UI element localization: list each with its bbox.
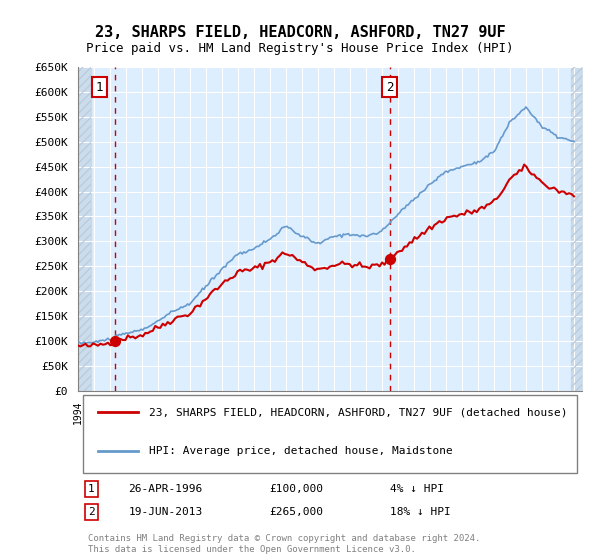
Point [110,337,120,346]
HPI: Average price, detached house, Maidstone: (2.02e+03, 5.01e+05): Average price, detached house, Maidstone… [571,138,578,144]
Text: £100,000: £100,000 [269,484,323,494]
23, SHARPS FIELD, HEADCORN, ASHFORD, TN27 9UF (detached house) [533,175,540,181]
HPI: Average price, detached house, Maidstone: (2.02e+03, 5.56e+05): Average price, detached house, Maidstone… [527,110,535,117]
Text: 1: 1 [88,484,95,494]
23, SHARPS FIELD, HEADCORN, ASHFORD, TN27 9UF (detached house) [74,342,82,349]
Text: 23, SHARPS FIELD, HEADCORN, ASHFORD, TN27 9UF: 23, SHARPS FIELD, HEADCORN, ASHFORD, TN2… [95,25,505,40]
Line: 23, SHARPS FIELD, HEADCORN, ASHFORD, TN27 9UF (detached house): 23, SHARPS FIELD, HEADCORN, ASHFORD, TN2… [78,165,574,347]
HPI: Average price, detached house, Maidstone: (2.02e+03, 4.95e+05): Average price, detached house, Maidstone… [494,141,501,148]
23, SHARPS FIELD, HEADCORN, ASHFORD, TN27 9UF (detached house) [209,288,216,295]
Line: HPI: Average price, detached house, Maidstone: HPI: Average price, detached house, Maid… [78,107,574,344]
23, SHARPS FIELD, HEADCORN, ASHFORD, TN27 9UF (detached house) [571,193,578,200]
Text: 18% ↓ HPI: 18% ↓ HPI [391,507,451,517]
Bar [571,67,582,391]
FancyBboxPatch shape [83,395,577,473]
23, SHARPS FIELD, HEADCORN, ASHFORD, TN27 9UF (detached house) [550,184,557,191]
Text: Contains HM Land Registry data © Crown copyright and database right 2024.
This d: Contains HM Land Registry data © Crown c… [88,534,481,554]
Text: £265,000: £265,000 [269,507,323,517]
23, SHARPS FIELD, HEADCORN, ASHFORD, TN27 9UF (detached house) [107,342,114,349]
HPI: Average price, detached house, Maidstone: (2.02e+03, 5.7e+05): Average price, detached house, Maidstone… [522,104,529,110]
23, SHARPS FIELD, HEADCORN, ASHFORD, TN27 9UF (detached house) [77,343,84,350]
HPI: Average price, detached house, Maidstone: (2.01e+03, 3.16e+05): Average price, detached house, Maidstone… [370,230,377,237]
Text: 19-JUN-2013: 19-JUN-2013 [128,507,203,517]
HPI: Average price, detached house, Maidstone: (2.01e+03, 3.26e+05): Average price, detached house, Maidstone… [380,225,387,232]
Text: 1: 1 [95,81,103,94]
Text: 23, SHARPS FIELD, HEADCORN, ASHFORD, TN27 9UF (detached house): 23, SHARPS FIELD, HEADCORN, ASHFORD, TN2… [149,407,567,417]
Text: 26-APR-1996: 26-APR-1996 [128,484,203,494]
23, SHARPS FIELD, HEADCORN, ASHFORD, TN27 9UF (detached house) [169,319,176,325]
HPI: Average price, detached house, Maidstone: (1.99e+03, 9.8e+04): Average price, detached house, Maidstone… [74,339,82,346]
HPI: Average price, detached house, Maidstone: (1.99e+03, 9.72e+04): Average price, detached house, Maidstone… [76,339,83,346]
Text: 4% ↓ HPI: 4% ↓ HPI [391,484,445,494]
HPI: Average price, detached house, Maidstone: (1.99e+03, 9.39e+04): Average price, detached house, Maidstone… [78,340,85,347]
Bar [78,67,91,391]
23, SHARPS FIELD, HEADCORN, ASHFORD, TN27 9UF (detached house) [521,161,528,168]
23, SHARPS FIELD, HEADCORN, ASHFORD, TN27 9UF (detached house) [97,340,104,347]
Text: 2: 2 [88,507,95,517]
Point [385,254,394,263]
HPI: Average price, detached house, Maidstone: (2.01e+03, 3.15e+05): Average price, detached house, Maidstone… [371,231,379,237]
Text: 2: 2 [386,81,393,94]
Text: HPI: Average price, detached house, Maidstone: HPI: Average price, detached house, Maid… [149,446,452,456]
Text: Price paid vs. HM Land Registry's House Price Index (HPI): Price paid vs. HM Land Registry's House … [86,42,514,55]
